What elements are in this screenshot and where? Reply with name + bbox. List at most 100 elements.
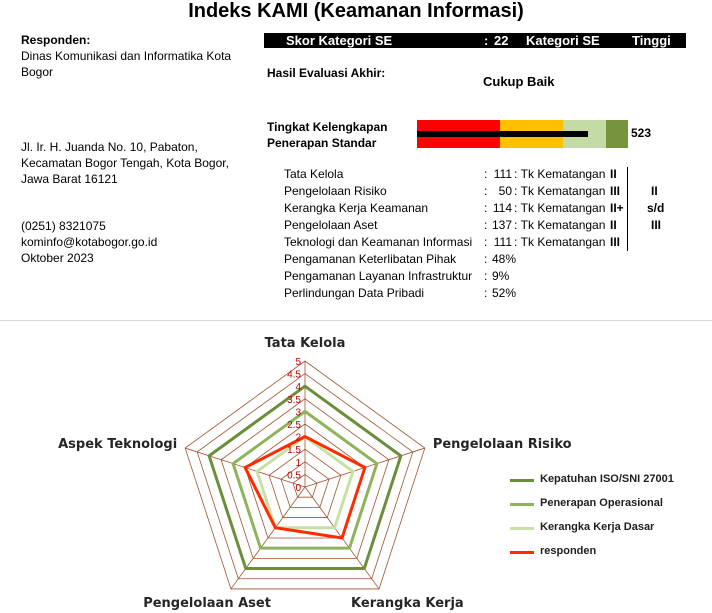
report-date: Oktober 2023	[21, 251, 94, 265]
area-colon: :	[484, 184, 488, 198]
score-value: 22	[494, 33, 509, 48]
area-level-label: Tk Kematangan :	[514, 167, 606, 181]
section-divider	[0, 320, 712, 321]
area-level-label: Tk Kematangan :	[514, 184, 606, 198]
maturity-to: III	[651, 218, 662, 232]
extension-name: Pengamanan Layanan Infrastruktur	[284, 269, 473, 283]
radar-tick-label: 2	[295, 433, 301, 444]
radar-category-label: Pengelolaan Aset	[143, 596, 271, 611]
category-label: Kategori SE	[526, 33, 600, 48]
extension-name: Perlindungan Data Pribadi	[284, 286, 425, 300]
address-line3: Jawa Barat 16121	[21, 172, 118, 186]
radar-tick-label: 4.5	[287, 370, 301, 381]
extension-value: 9%	[492, 269, 510, 283]
radar-series-2	[255, 434, 355, 530]
legend-label: Penerapan Operasional	[540, 497, 663, 509]
area-name: Tata Kelola	[284, 167, 344, 181]
completeness-label-line1: Tingkat Kelengkapan	[267, 120, 388, 134]
area-score: 114	[492, 201, 512, 215]
area-name: Pengelolaan Risiko	[284, 184, 387, 198]
evaluation-value: Cukup Baik	[483, 74, 555, 89]
radar-tick-label: 1	[295, 458, 301, 469]
score-label: Skor Kategori SE	[286, 33, 393, 48]
radar-spoke	[230, 486, 306, 590]
completeness-value: 523	[631, 126, 652, 140]
radar-grid-ring	[196, 373, 414, 580]
radar-grid-ring	[292, 473, 318, 498]
legend-swatch	[510, 479, 534, 482]
legend-item: Kepatuhan ISO/SNI 27001	[510, 473, 674, 485]
respondent-name-line2: Bogor	[21, 65, 54, 79]
radar-tick-label: 0	[295, 483, 301, 494]
area-colon: :	[484, 167, 488, 181]
area-score: 111	[493, 167, 512, 181]
respondent-heading: Responden:	[21, 33, 91, 47]
area-score: 111	[493, 235, 512, 249]
legend-label: Kerangka Kerja Dasar	[540, 521, 655, 533]
radar-grid-ring	[184, 360, 426, 590]
radar-category-label: Aspek Teknologi	[58, 437, 177, 452]
legend-swatch	[510, 527, 534, 530]
area-name: Kerangka Kerja Keamanan Informasi	[284, 201, 429, 215]
area-score: 137	[491, 218, 512, 232]
area-colon: :	[484, 218, 488, 232]
area-level-label: Tk Kematangan :	[514, 235, 606, 249]
radar-series-1	[231, 409, 379, 550]
area-level-label: Tk Kematangan :	[514, 218, 606, 232]
radar-grid-ring	[220, 398, 390, 559]
radar-series-3	[243, 434, 367, 540]
radar-tick-label: 1.5	[287, 445, 301, 456]
area-level: III	[610, 235, 621, 249]
radar-tick-label: 4	[295, 382, 301, 393]
area-level-label: Tk Kematangan :	[514, 201, 606, 215]
radar-tick-label: 3	[295, 407, 301, 418]
score-bar: Skor Kategori SE : 22 Kategori SE Tinggi	[264, 33, 686, 48]
extension-value: 48%	[492, 252, 517, 266]
radar-category-label: Kerangka Kerja	[351, 596, 464, 611]
score-colon: :	[484, 33, 489, 48]
radar-category-label: Pengelolaan Risiko	[433, 437, 572, 452]
area-level: II	[610, 167, 617, 181]
extension-colon: :	[484, 252, 488, 266]
legend-item: Penerapan Operasional	[510, 497, 663, 509]
area-name: Teknologi dan Keamanan Informasi	[284, 235, 473, 249]
legend-item: Kerangka Kerja Dasar	[510, 521, 654, 533]
page-title: Indeks KAMI (Keamanan Informasi)	[188, 0, 524, 22]
completeness-label-line2: Penerapan Standar	[267, 136, 377, 150]
address-line1: Jl. Ir. H. Juanda No. 10, Pabaton,	[21, 140, 198, 154]
maturity-from: II	[651, 184, 658, 198]
radar-tick-label: 5	[295, 357, 301, 368]
extension-colon: :	[484, 269, 488, 283]
area-colon: :	[484, 235, 488, 249]
area-score: 50	[498, 184, 512, 198]
radar-grid-ring	[268, 448, 342, 518]
legend-swatch	[510, 503, 534, 506]
radar-series-0	[207, 384, 403, 571]
area-level: II	[610, 218, 617, 232]
radar-grid-ring	[280, 461, 330, 508]
radar-tick-label: 2.5	[287, 420, 301, 431]
maturity-sd: s/d	[647, 201, 665, 215]
area-name: Pengelolaan Aset	[284, 218, 378, 232]
radar-grid-ring	[244, 423, 366, 539]
legend-item: responden	[510, 545, 596, 557]
legend-label: responden	[540, 545, 597, 557]
radar-tick-label: 3.5	[287, 395, 301, 406]
radar-tick-label: 0.5	[287, 470, 301, 481]
legend-swatch	[510, 551, 534, 554]
radar-chart: 0 0.51 1.52 2.5 33.5 44.5 5 Tata Kelola Pengelol…	[58, 336, 572, 611]
extension-value: 52%	[492, 286, 517, 300]
extension-colon: :	[484, 286, 488, 300]
area-level: II+	[610, 201, 624, 215]
maturity-divider	[627, 167, 628, 251]
completeness-bar	[417, 120, 628, 148]
area-level: III	[610, 184, 621, 198]
area-colon: :	[484, 201, 488, 215]
category-value: Tinggi	[632, 33, 671, 48]
radar-category-label: Tata Kelola	[265, 336, 346, 351]
address-line2: Kecamatan Bogor Tengah, Kota Bogor,	[21, 156, 229, 170]
completeness-level-indicator	[417, 131, 589, 137]
respondent-name-line1: Dinas Komunikasi dan Informatika Kota	[21, 49, 232, 63]
email: kominfo@kotabogor.go.id	[21, 235, 158, 249]
extension-name: Pengamanan Keterlibatan Pihak Ketiga	[284, 252, 457, 266]
